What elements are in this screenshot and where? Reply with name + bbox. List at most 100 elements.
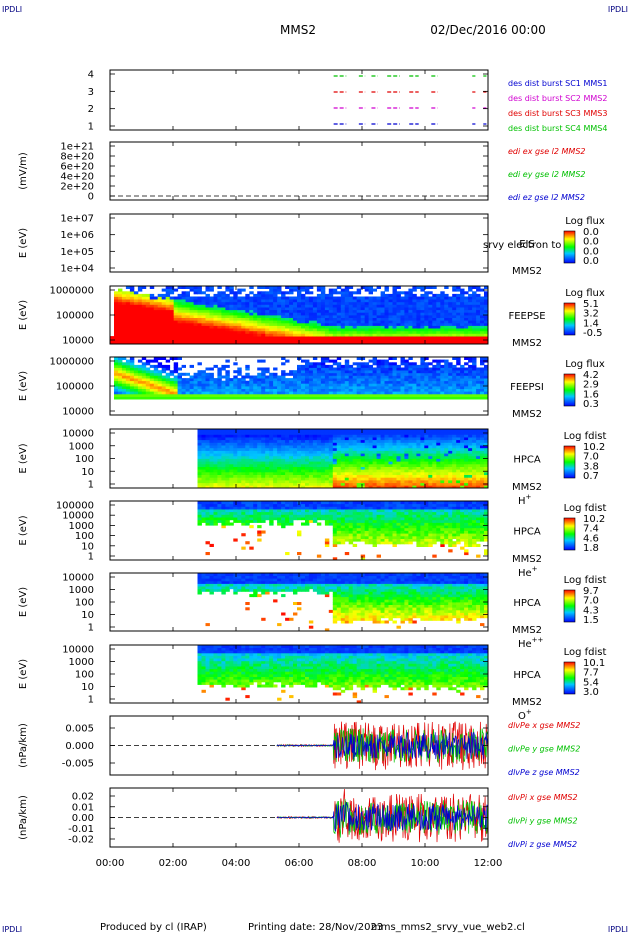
- feepse-cell: [416, 325, 421, 329]
- feepse-cell: [468, 333, 473, 337]
- hpca_h-cell: [285, 447, 290, 451]
- feepsi-cell: [472, 380, 477, 384]
- feepse-cell: [277, 320, 282, 324]
- hpca_h-cell: [328, 434, 334, 438]
- hpca_h-cell: [448, 455, 453, 459]
- hpca_h-cell: [308, 485, 314, 489]
- feepsi-cell: [301, 367, 306, 371]
- feepsi-cell: [133, 388, 139, 392]
- hpca_h-cell: [428, 447, 433, 451]
- feepse-cell: [141, 296, 147, 300]
- feepse-cell: [265, 322, 270, 326]
- feepsi-cell: [118, 362, 123, 366]
- feepsi-cell: [209, 375, 214, 379]
- feepse-cell: [360, 307, 366, 311]
- feepsi-cell: [257, 367, 262, 371]
- feepsi-cell: [225, 396, 230, 400]
- feepsi-cell: [265, 383, 270, 387]
- feepse-cell: [193, 315, 198, 318]
- hpca_h-cell: [344, 482, 350, 486]
- feepse-cell: [308, 309, 314, 313]
- feepse-cell: [436, 325, 441, 329]
- hpca_h-cell: [356, 485, 362, 489]
- hpca_h-cell: [472, 469, 477, 473]
- feepse-cell: [336, 301, 342, 305]
- feepse-cell: [301, 341, 306, 345]
- hpca_h-cell: [197, 482, 202, 486]
- feepsi-cell: [448, 362, 453, 366]
- feepsi-cell: [428, 386, 433, 389]
- hpca_h-cell: [360, 450, 366, 454]
- hpca_h-cell: [273, 471, 278, 475]
- feepse-cell: [189, 341, 194, 345]
- feepsi-cell: [480, 391, 485, 395]
- feepse-cell: [165, 341, 171, 345]
- feepse-cell: [185, 304, 190, 308]
- feepse-cell: [372, 315, 377, 318]
- feepse-cell: [285, 299, 290, 303]
- hpca_h-cell: [348, 477, 354, 481]
- hpca_h-cell: [448, 474, 453, 478]
- feepse-cell: [380, 325, 385, 329]
- hpca_h-cell: [237, 482, 242, 486]
- hpca_h-cell: [257, 482, 262, 486]
- hpca_h-cell: [253, 437, 258, 441]
- feepse-cell: [229, 296, 234, 300]
- feepsi-cell: [392, 357, 397, 360]
- feepsi-cell: [153, 393, 159, 397]
- feepse-cell: [480, 336, 485, 340]
- feepsi-cell: [137, 375, 143, 379]
- hpca_h-cell: [225, 434, 230, 438]
- feepse-cell: [408, 333, 413, 337]
- feepse-cell: [364, 309, 370, 313]
- feepsi-cell: [129, 380, 135, 384]
- feepse-cell: [137, 301, 143, 305]
- hpca_h-cell: [364, 461, 370, 465]
- hpca_h-cell: [312, 450, 318, 454]
- hpca_h-cell: [197, 447, 202, 451]
- hpca_h-cell: [245, 480, 250, 484]
- feepse-cell: [169, 317, 175, 321]
- feepse-cell: [177, 293, 182, 297]
- feepsi-cell: [149, 378, 155, 382]
- feepse-cell: [201, 317, 206, 321]
- feepse-cell: [121, 322, 127, 326]
- feepse-cell: [352, 320, 358, 324]
- hpca_h-cell: [201, 471, 206, 475]
- feepsi-cell: [133, 386, 139, 389]
- feepse-cell: [209, 299, 214, 303]
- hpca_h-cell: [360, 480, 366, 484]
- hpca_h-cell: [253, 463, 258, 467]
- feepse-cell: [129, 307, 135, 311]
- hpca_h-cell: [408, 482, 413, 486]
- feepse-cell: [133, 304, 139, 308]
- feepsi-cell: [396, 375, 401, 379]
- feepsi-cell: [468, 375, 473, 379]
- feepsi-cell: [320, 388, 326, 392]
- hpca_h-cell: [388, 434, 393, 438]
- feepsi-cell: [324, 396, 330, 400]
- hpca_h-cell: [324, 458, 330, 462]
- feepsi-cell: [173, 357, 179, 360]
- feepsi-cell: [273, 396, 278, 400]
- feepse-cell: [440, 328, 445, 332]
- feepse-cell: [121, 293, 127, 297]
- feepse-cell: [281, 322, 286, 326]
- feepse-cell: [185, 315, 190, 318]
- feepsi-cell: [432, 364, 437, 368]
- feepsi-cell: [118, 370, 123, 374]
- feepse-cell: [173, 330, 179, 334]
- hpca_h-cell: [380, 431, 385, 435]
- hpca_h-cell: [297, 455, 302, 459]
- hpca_h-cell: [384, 458, 389, 462]
- hpca_h-cell: [277, 439, 282, 443]
- feepse-cell: [229, 333, 234, 337]
- hpca_h-cell: [436, 429, 441, 433]
- hpca_h-cell: [221, 474, 226, 478]
- hpca_h-cell: [209, 482, 214, 486]
- hpca_h-cell: [213, 455, 218, 459]
- feepsi-cell: [452, 364, 457, 368]
- hpca_h-cell: [324, 447, 330, 451]
- hpca_h-cell: [253, 485, 258, 489]
- feepsi-cell: [356, 380, 362, 384]
